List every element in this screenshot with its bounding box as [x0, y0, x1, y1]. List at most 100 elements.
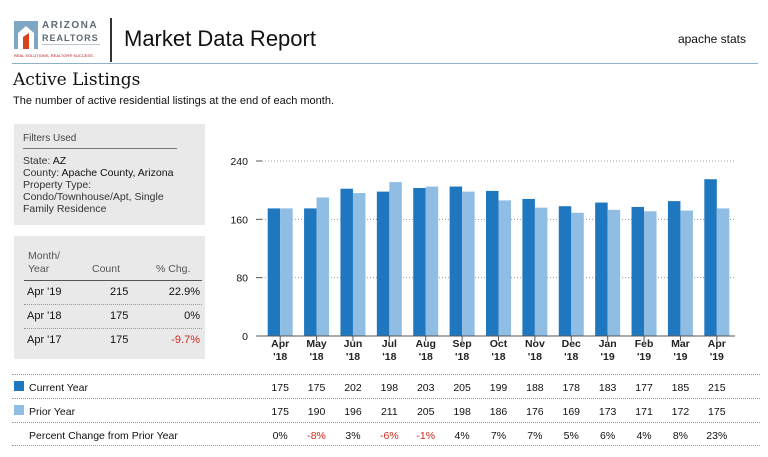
bar-prior-year: [534, 207, 548, 336]
summary-row: Apr '17 175 -9.7%: [24, 328, 202, 350]
prior-year-row: Prior Year 175 190 196 211 205 198 186 176 169 17…: [12, 398, 760, 422]
pct-change-value: 23%: [706, 430, 728, 442]
y-tick-label: 0: [242, 331, 248, 343]
active-listings-chart: 080160240Apr'18May'18Jun'18Jul'18Aug'18S…: [230, 156, 735, 363]
x-tick-label-month: Jul: [382, 338, 397, 350]
current-year-value: 185: [671, 382, 690, 394]
bar-prior-year: [644, 211, 657, 336]
x-tick-label-year: '18: [528, 351, 542, 363]
current-year-value: 188: [526, 382, 544, 394]
bar-prior-year: [498, 200, 511, 336]
logo-brand-name: ARIZONA: [42, 20, 99, 31]
summary-row: Apr '18 175 0%: [24, 304, 202, 326]
bar-current-year: [558, 206, 572, 336]
arizona-realtors-logo: ARIZONA REALTORS REAL SOLUTIONS. REALTOR…: [14, 19, 100, 61]
summary-count: 175: [110, 334, 129, 346]
bar-current-year: [486, 190, 499, 336]
summary-month: Apr '18: [27, 310, 62, 322]
filters-panel: Filters Used State: AZ County: Apache Co…: [14, 124, 205, 225]
x-tick-label-year: '18: [309, 351, 323, 363]
x-tick-label-year: '19: [710, 351, 724, 363]
x-tick-label-month: Feb: [635, 338, 654, 350]
bar-current-year: [595, 202, 608, 336]
x-tick-label-year: '19: [637, 351, 651, 363]
x-tick-label-month: Nov: [525, 338, 545, 350]
x-tick-label-year: '18: [382, 351, 396, 363]
x-tick-label-month: Dec: [562, 338, 581, 350]
prior-year-value: 172: [671, 406, 690, 418]
current-year-value: 175: [307, 382, 326, 394]
x-tick-label-year: '19: [673, 351, 687, 363]
prior-year-value: 196: [344, 406, 362, 418]
current-year-label: Current Year: [29, 382, 88, 394]
x-tick-label-month: May: [306, 338, 327, 350]
bar-prior-year: [316, 197, 330, 336]
x-tick-label-month: Jan: [599, 338, 617, 350]
bar-current-year: [304, 208, 317, 336]
bar-prior-year: [571, 212, 584, 336]
filter-county-value: Apache County, Arizona: [61, 167, 174, 179]
prior-year-swatch: [14, 405, 24, 415]
x-tick-label-month: Apr: [708, 338, 726, 350]
bar-current-year: [267, 208, 281, 336]
current-year-value: 198: [380, 382, 399, 394]
filter-property-type-value: Condo/Townhouse/Apt, Single Family Resid…: [23, 191, 164, 215]
x-tick-label-month: Aug: [416, 338, 436, 350]
section-title: Active Listings: [13, 70, 141, 90]
bar-prior-year: [352, 193, 366, 336]
y-tick-label: 160: [230, 214, 248, 226]
prior-year-value: 175: [271, 406, 289, 418]
pct-change-value: 4%: [454, 430, 470, 442]
current-year-row: Current Year 175 175 202 198 203 205 199 188 178…: [12, 374, 760, 398]
current-year-value: 175: [271, 382, 289, 394]
x-tick-label-year: '19: [601, 351, 615, 363]
pct-change-value: -6%: [380, 430, 399, 442]
pct-change-value: 7%: [490, 430, 507, 442]
filter-property-type-label: Property Type:: [23, 179, 92, 191]
x-tick-label-month: Sep: [452, 338, 471, 350]
x-tick-label-year: '18: [491, 351, 505, 363]
header-divider: [110, 18, 112, 62]
filter-state-value: AZ: [52, 155, 67, 167]
filter-county: County: Apache County, Arizona: [23, 167, 196, 179]
summary-row: Apr '19 215 22.9%: [24, 280, 202, 302]
filter-county-label: County:: [23, 167, 60, 179]
logo-rule: [42, 44, 100, 45]
x-tick-label-month: Oct: [490, 338, 508, 350]
report-label: apache stats: [677, 32, 746, 46]
header-rule: [12, 63, 758, 64]
x-tick-label-year: '18: [273, 351, 287, 363]
current-year-value: 203: [416, 382, 435, 394]
pct-change-row: Percent Change from Prior Year 0% -8% 3% -6…: [12, 422, 760, 446]
report-title: Market Data Report: [124, 26, 316, 51]
filter-state: State: AZ: [23, 155, 196, 167]
bar-prior-year: [680, 210, 693, 336]
prior-year-value: 175: [708, 406, 726, 418]
bar-current-year: [376, 191, 390, 336]
filters-rule: [23, 148, 177, 149]
prior-year-value: 171: [635, 406, 653, 418]
current-year-value: 177: [635, 382, 653, 394]
bar-prior-year: [280, 208, 293, 336]
x-tick-label-year: '18: [346, 351, 360, 363]
summary-col-count: Count: [92, 263, 121, 275]
summary-change: 0%: [184, 310, 200, 322]
x-tick-label-month: Mar: [671, 338, 690, 350]
x-tick-label-year: '18: [419, 351, 433, 363]
summary-change: -9.7%: [171, 334, 200, 346]
x-tick-label-month: Apr: [271, 338, 289, 350]
summary-month: Apr '17: [27, 334, 62, 346]
bar-current-year: [667, 201, 681, 336]
current-year-value: 178: [562, 382, 581, 394]
bar-prior-year: [607, 209, 621, 336]
filter-state-label: State:: [23, 155, 51, 167]
bar-prior-year: [716, 208, 730, 336]
summary-panel: Month/ Year Count % Chg. Apr '19 215 22.…: [14, 236, 205, 359]
bar-current-year: [631, 206, 645, 336]
bar-current-year: [522, 198, 535, 336]
bar-prior-year: [462, 191, 475, 336]
pct-change-value: -8%: [307, 430, 326, 442]
x-tick-label-year: '18: [564, 351, 578, 363]
y-tick-label: 240: [230, 156, 248, 168]
prior-year-value: 173: [598, 406, 617, 418]
